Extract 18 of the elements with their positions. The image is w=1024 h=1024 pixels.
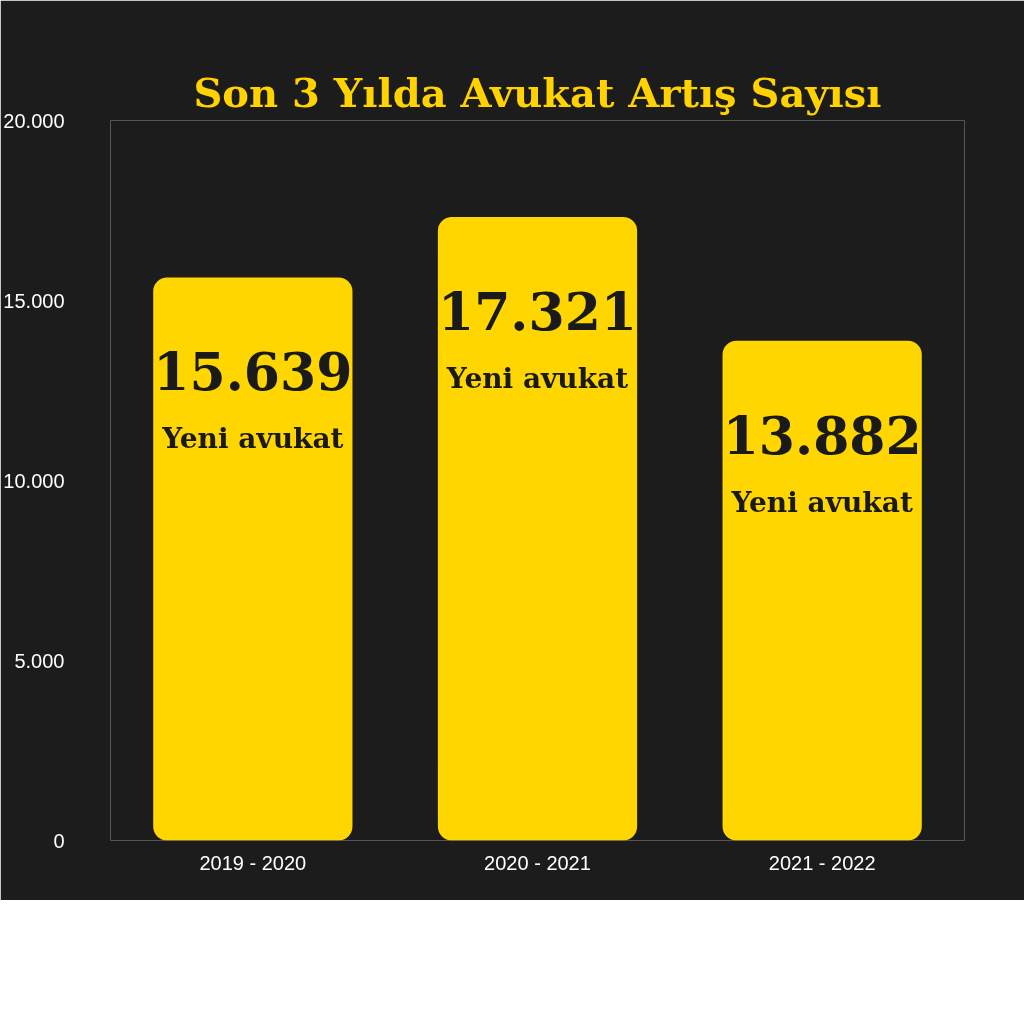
data-label: 15.639 xyxy=(153,341,353,403)
bar xyxy=(153,277,353,841)
data-label: 13.882 xyxy=(722,404,922,466)
x-tick-label: 2021 - 2022 xyxy=(768,851,876,874)
data-label: 17.321 xyxy=(437,280,638,342)
y-tick-label: 10.000 xyxy=(3,469,65,492)
y-tick-label: 0 xyxy=(53,829,65,852)
bar xyxy=(437,216,638,841)
y-tick-label: 5.000 xyxy=(14,649,65,672)
annotation: Yeni avukat xyxy=(730,485,913,519)
y-tick-label: 15.000 xyxy=(3,289,65,312)
annotation: Yeni avukat xyxy=(161,422,344,456)
annotation: Yeni avukat xyxy=(445,361,629,395)
bar xyxy=(722,340,922,841)
y-tick-label: 20.000 xyxy=(3,109,65,132)
chart-title: Son 3 Yılda Avukat Artış Sayısı xyxy=(193,68,882,116)
x-tick-label: 2020 - 2021 xyxy=(484,851,591,874)
x-tick-label: 2019 - 2020 xyxy=(199,851,307,874)
